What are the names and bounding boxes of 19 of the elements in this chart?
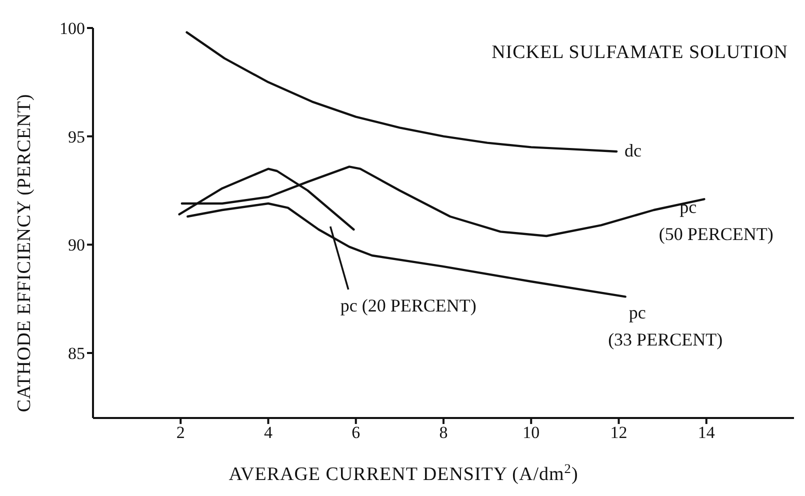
y-axis-title: CATHODE EFFICIENCY (PERCENT)	[14, 94, 35, 412]
series-label: dc	[624, 140, 642, 160]
y-tick-label: 95	[68, 127, 85, 146]
text: NICKEL SULFAMATE SOLUTION	[492, 42, 788, 63]
series-label: pc (33 PERCENT)	[608, 302, 723, 350]
x-tick-label: 6	[352, 423, 360, 442]
line-series	[186, 202, 626, 298]
x-tick-label: 2	[176, 423, 185, 442]
x-tick-label: 12	[610, 423, 628, 442]
x-tick-label: 4	[264, 423, 273, 442]
y-tick-label: 100	[60, 19, 85, 38]
x-tick-label: 8	[439, 423, 448, 442]
x-axis-title: AVERAGE CURRENT DENSITY (A/dm$^{2}$)	[228, 460, 578, 485]
y-tick-label: 85	[68, 344, 85, 364]
y-tick-label: 90	[68, 236, 85, 255]
text: pc (20 PERCENT)	[340, 296, 476, 316]
x-tick-label: 10	[522, 423, 540, 442]
series-label: pc (50 PERCENT)	[658, 197, 774, 244]
x-tick-label: 14	[698, 423, 716, 442]
